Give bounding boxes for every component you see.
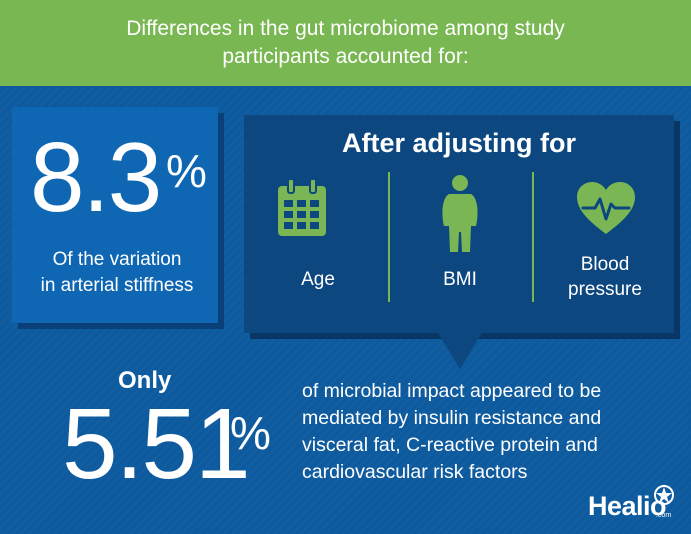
impact-percent-sign: %	[230, 407, 271, 459]
stat-desc-line-2: in arterial stiffness	[40, 275, 194, 296]
heart-pulse-icon	[577, 182, 635, 234]
header-banner: Differences in the gut microbiome among …	[0, 0, 691, 86]
only-label: Only	[118, 367, 172, 394]
healio-logo-suffix: .com	[656, 512, 672, 519]
header-line-1: Differences in the gut microbiome among …	[126, 17, 565, 40]
impact-value: 5.51	[62, 388, 251, 500]
impact-line-1: of microbial impact appeared to be	[302, 380, 602, 402]
adjust-item-age-label: Age	[301, 269, 335, 290]
star-icon	[654, 485, 674, 505]
header-line-2: participants accounted for:	[222, 45, 469, 68]
adjust-item-bp-line-1: Blood	[580, 254, 630, 275]
person-icon	[442, 175, 478, 252]
stat-value: 8.3	[30, 122, 162, 232]
stat-box	[12, 107, 218, 323]
impact-line-4: cardiovascular risk factors	[302, 461, 528, 483]
stat-percent-sign: %	[166, 145, 207, 197]
impact-line-3: visceral fat, C-reactive protein and	[302, 434, 598, 456]
impact-line-2: mediated by insulin resistance and	[302, 407, 602, 429]
impact-description: of microbial impact appeared to be media…	[302, 378, 672, 486]
adjusting-title: After adjusting for	[342, 128, 576, 158]
adjusting-box-pointer	[438, 333, 482, 369]
divider-2	[532, 172, 534, 302]
calendar-icon	[278, 178, 326, 236]
stat-desc-line-1: Of the variation	[52, 249, 182, 270]
divider-1	[388, 172, 390, 302]
adjust-item-bmi-label: BMI	[443, 269, 477, 290]
adjust-item-bp-label: Blood pressure	[555, 252, 655, 302]
stat-description: Of the variation in arterial stiffness	[22, 247, 212, 299]
adjust-item-bp-line-2: pressure	[568, 279, 642, 300]
healio-logo: Healio	[588, 491, 667, 521]
